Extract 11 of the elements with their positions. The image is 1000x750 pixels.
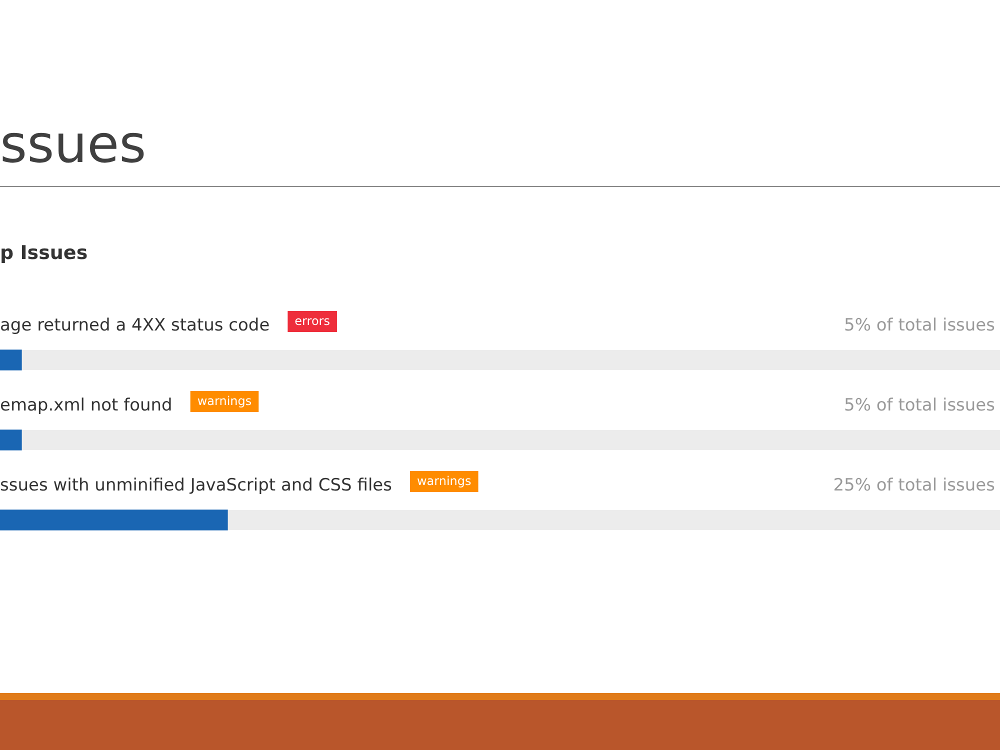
chart-title: ssues — [0, 114, 146, 177]
annotation: errors — [294, 314, 330, 328]
data-label: 25% of total issues — [833, 475, 996, 496]
chart-subtitle: p Issues — [0, 242, 88, 264]
y-tick-label: emap.xml not found — [0, 395, 172, 416]
data-label: 5% of total issues — [844, 395, 996, 416]
y-tick-label: age returned a 4XX status code — [0, 315, 270, 336]
y-tick-label: ssues with unminified JavaScript and CSS files — [0, 475, 392, 496]
data-label: 5% of total issues — [844, 315, 996, 336]
annotation: warnings — [197, 394, 252, 408]
annotation: warnings — [416, 474, 472, 488]
